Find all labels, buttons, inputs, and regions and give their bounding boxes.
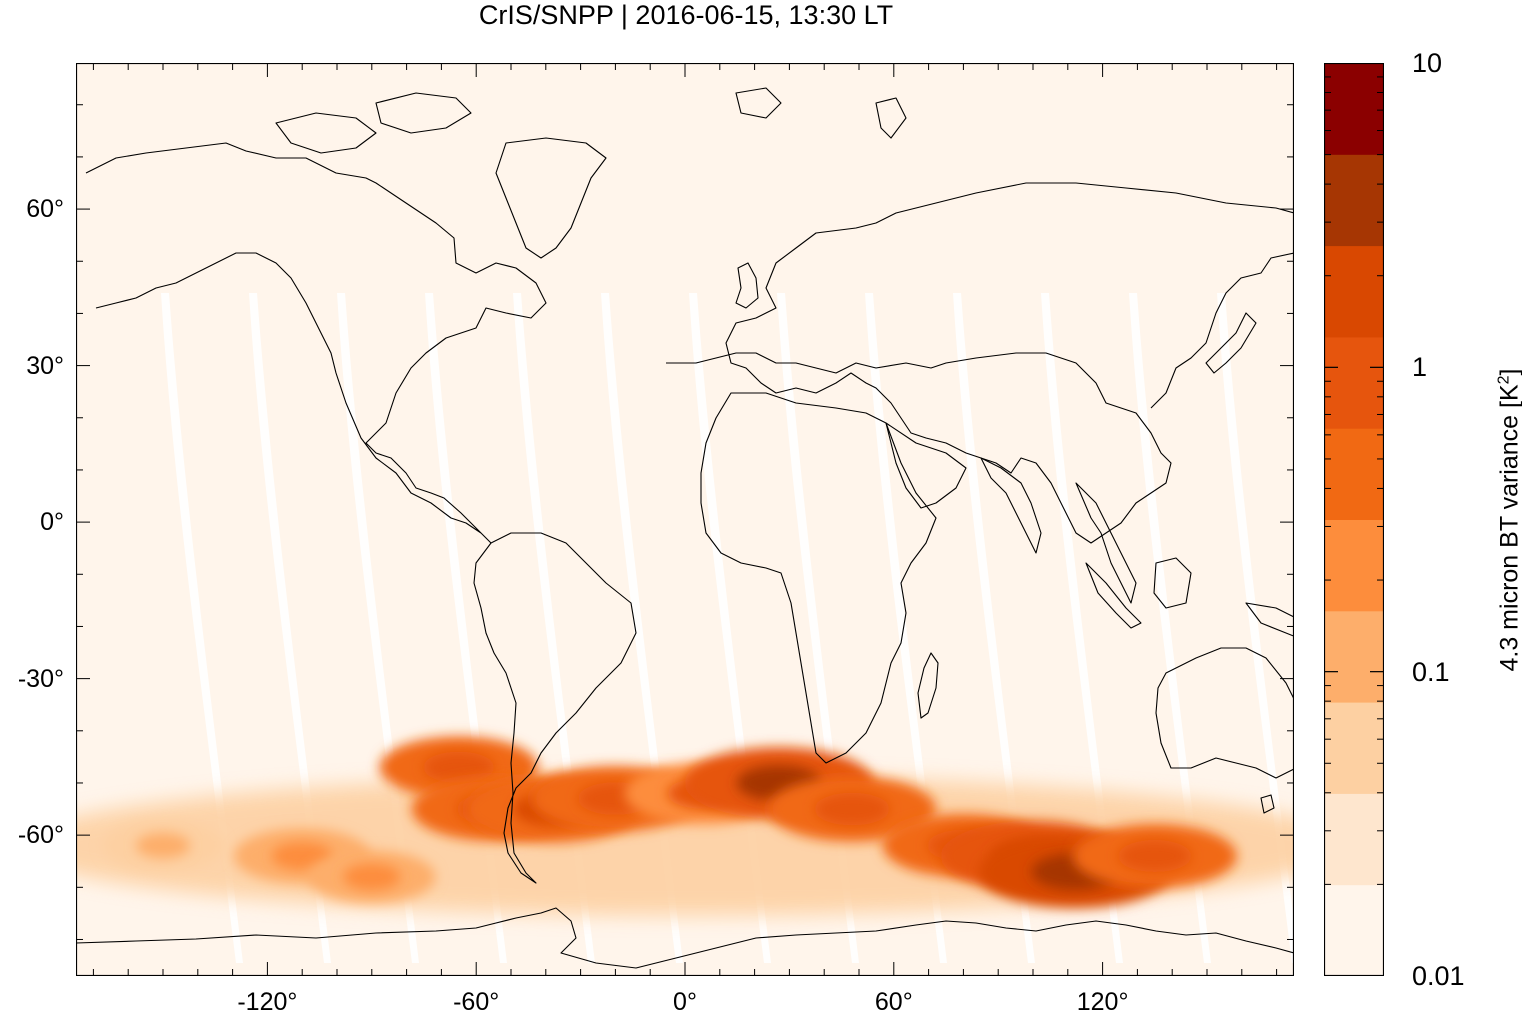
colorbar — [1324, 63, 1384, 976]
coastline-north-america — [85, 142, 547, 544]
colorbar-band — [1324, 245, 1384, 338]
colorbar-tick-label: 1 — [1412, 352, 1428, 383]
colorbar-band — [1324, 793, 1384, 886]
orbit-gap — [1217, 293, 1294, 963]
coastline-arctic-islands-1 — [275, 112, 377, 154]
coastline-antarctica — [76, 907, 1294, 969]
coastline-arctic-islands-2 — [375, 92, 472, 134]
colorbar-title-suffix: ] — [1495, 368, 1522, 376]
colorbar-band — [1324, 702, 1384, 794]
x-tick-label: 60° — [874, 988, 913, 1016]
variance-core — [814, 792, 890, 826]
coastline-uk — [735, 262, 759, 309]
coastline-eurasia — [666, 182, 1294, 544]
y-tick-label: 30° — [26, 351, 64, 380]
y-tick-label: -60° — [17, 821, 64, 850]
colorbar-tick-label: 0.1 — [1412, 656, 1450, 687]
x-tick-label: -120° — [237, 988, 298, 1016]
map-axis-ticks — [76, 63, 1294, 976]
coastline-south-america — [473, 532, 637, 884]
variance-core — [343, 863, 401, 891]
orbit-gap — [1129, 293, 1211, 963]
coastline-arabia — [885, 422, 967, 509]
colorbar-border — [1324, 63, 1384, 976]
colorbar-tick-label: 0.01 — [1412, 961, 1465, 991]
y-tick-label: -30° — [17, 664, 64, 693]
coastline-sumatra — [1085, 562, 1142, 629]
y-tick-label: 60° — [26, 195, 64, 224]
variance-core — [1117, 840, 1192, 873]
colorbar-title-text: 4.3 micron BT variance [K — [1495, 384, 1522, 672]
coastline-novaya-zemlya — [875, 97, 907, 139]
coastline-new-guinea — [1245, 602, 1294, 637]
coastlines — [76, 87, 1294, 969]
coastline-india — [980, 457, 1042, 554]
x-tick-label: 120° — [1076, 988, 1129, 1016]
y-tick-label: 0° — [40, 508, 64, 537]
variance-core — [135, 832, 191, 859]
chart-title: CrIS/SNPP | 2016-06-15, 13:30 LT — [478, 0, 894, 30]
map-border — [76, 63, 1294, 976]
coastline-africa — [700, 392, 937, 764]
coastline-tasmania — [1260, 794, 1275, 814]
colorbar-band — [1324, 610, 1384, 703]
coastline-australia — [1155, 647, 1294, 779]
map-plot-area — [76, 63, 1294, 976]
colorbar-bands — [1324, 63, 1384, 976]
x-tick-label: -60° — [453, 988, 500, 1016]
coastline-madagascar — [917, 652, 939, 719]
colorbar-ticks — [1324, 63, 1384, 976]
coastline-svalbard — [735, 87, 782, 119]
coastline-kamchatka — [1150, 252, 1294, 409]
coastline-japan — [1205, 312, 1257, 374]
colorbar-title: 4.3 micron BT variance [K2] — [1490, 368, 1522, 671]
variance-core — [423, 751, 495, 783]
colorbar-tick-label: 10 — [1412, 48, 1443, 78]
colorbar-band — [1324, 63, 1384, 155]
colorbar-band — [1324, 884, 1384, 976]
variance-field — [76, 736, 1294, 916]
colorbar-band — [1324, 336, 1384, 429]
x-tick-label: 0° — [673, 988, 697, 1016]
coastline-indochina — [1075, 482, 1137, 604]
colorbar-title-exponent: 2 — [1495, 375, 1513, 385]
colorbar-band — [1324, 428, 1384, 520]
coastline-borneo — [1153, 557, 1192, 609]
colorbar-band — [1324, 519, 1384, 612]
colorbar-band — [1324, 154, 1384, 247]
coastline-greenland — [495, 137, 607, 259]
